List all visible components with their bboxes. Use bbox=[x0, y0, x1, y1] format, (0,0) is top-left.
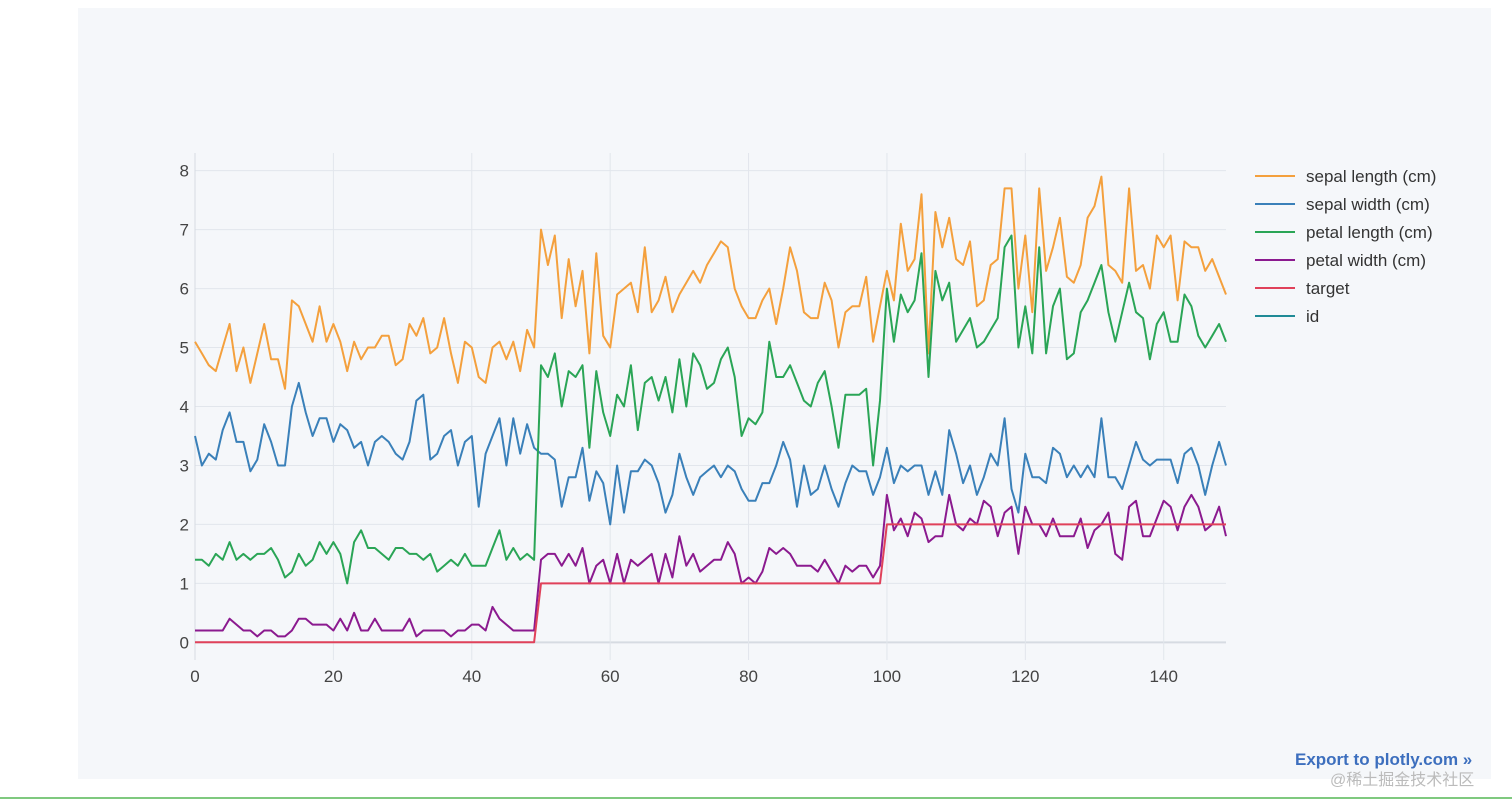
series-line-sepal-length-cm[interactable] bbox=[194, 175, 1227, 390]
x-tick-label-20: 20 bbox=[324, 667, 343, 686]
y-tick-label-6: 6 bbox=[180, 280, 189, 299]
legend-label-sepal-width-cm: sepal width (cm) bbox=[1306, 195, 1430, 214]
export-to-plotly-link[interactable]: Export to plotly.com » bbox=[1295, 750, 1473, 769]
x-tick-label-60: 60 bbox=[601, 667, 620, 686]
legend-label-target: target bbox=[1306, 279, 1350, 298]
x-tick-label-100: 100 bbox=[873, 667, 901, 686]
series-layer bbox=[194, 175, 1227, 644]
legend-item-id[interactable]: id bbox=[1255, 307, 1319, 326]
legend-item-target[interactable]: target bbox=[1255, 279, 1350, 298]
y-tick-label-2: 2 bbox=[180, 515, 189, 534]
y-tick-label-5: 5 bbox=[180, 339, 189, 358]
series-line-target[interactable] bbox=[195, 523, 1226, 644]
legend-item-petal-length-cm[interactable]: petal length (cm) bbox=[1255, 223, 1433, 242]
watermark: @稀土掘金技术社区 bbox=[1330, 772, 1475, 789]
series-line-sepal-width-cm[interactable] bbox=[194, 381, 1227, 526]
legend-label-sepal-length-cm: sepal length (cm) bbox=[1306, 167, 1436, 186]
series-line-petal-width-cm[interactable] bbox=[195, 493, 1227, 638]
y-tick-label-8: 8 bbox=[180, 162, 189, 181]
x-tick-label-40: 40 bbox=[462, 667, 481, 686]
legend[interactable]: sepal length (cm) sepal width (cm) petal l… bbox=[1255, 167, 1436, 326]
x-tick-label-120: 120 bbox=[1011, 667, 1039, 686]
x-tick-label-80: 80 bbox=[739, 667, 758, 686]
series-line-petal-length-cm[interactable] bbox=[195, 234, 1227, 585]
x-tick-label-0: 0 bbox=[190, 667, 199, 686]
x-tick-label-140: 140 bbox=[1150, 667, 1178, 686]
y-tick-label-0: 0 bbox=[180, 633, 189, 652]
bottom-divider bbox=[0, 797, 1512, 799]
legend-label-petal-length-cm: petal length (cm) bbox=[1306, 223, 1433, 242]
y-tick-label-1: 1 bbox=[180, 574, 189, 593]
legend-item-sepal-length-cm[interactable]: sepal length (cm) bbox=[1255, 167, 1436, 186]
y-tick-label-3: 3 bbox=[180, 456, 189, 475]
legend-label-petal-width-cm: petal width (cm) bbox=[1306, 251, 1426, 270]
legend-label-id: id bbox=[1306, 307, 1319, 326]
legend-item-sepal-width-cm[interactable]: sepal width (cm) bbox=[1255, 195, 1430, 214]
plot-area: 0 1 2 3 4 5 6 7 8 0 20 40 60 80 100 120 140 sepal length… bbox=[78, 8, 1491, 779]
y-tick-label-7: 7 bbox=[180, 221, 189, 240]
legend-item-petal-width-cm[interactable]: petal width (cm) bbox=[1255, 251, 1426, 270]
y-tick-label-4: 4 bbox=[180, 398, 189, 417]
